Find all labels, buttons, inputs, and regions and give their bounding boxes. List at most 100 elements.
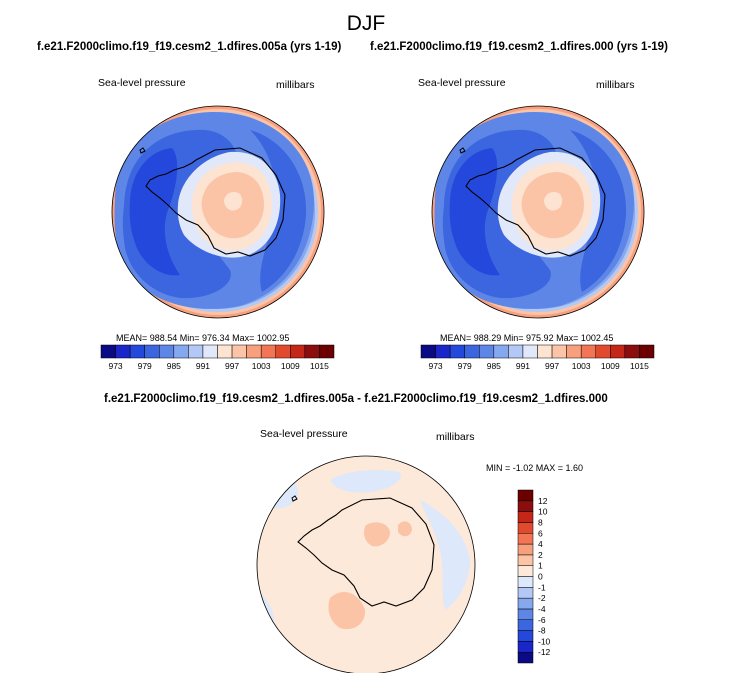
colorbar-box [517,533,534,545]
colorbar-box [517,500,534,512]
panel-1-map-boundary [111,105,325,319]
band-inner [224,192,243,211]
colorbar-box [517,511,534,523]
colorbar-tick-label: 991 [516,361,530,371]
colorbar-tick-label: 973 [108,361,122,371]
panel-2-colorbar: 973 979 985 991 997 1003 1009 1015 [420,344,655,371]
colorbar-box [517,522,534,534]
colorbar-box [202,344,218,359]
colorbar-box [517,641,534,653]
colorbar-box [115,344,131,359]
colorbar-box [517,630,534,642]
colorbar-tick-label: 0 [538,572,543,582]
colorbar-box [173,344,189,359]
panel-3-south-america-tip [291,495,298,502]
colorbar-tick-label: 10 [538,507,548,517]
colorbar-box [217,344,233,359]
panel-1-title: f.e21.F2000climo.f19_f19.cesm2_1.dfires.… [37,41,342,53]
positive-region-plateau [364,522,390,547]
colorbar-box [580,344,596,359]
panel-3-map-boundary [256,455,476,673]
panel-2-title: f.e21.F2000climo.f19_f19.cesm2_1.dfires.… [370,41,668,53]
colorbar-box [517,608,534,620]
colorbar-box [260,344,276,359]
band-982 [449,148,500,276]
panel-3-field-label: Sea-level pressure [260,428,348,440]
panel-1-south-america-tip [139,147,146,154]
colorbar-tick-label: 1015 [630,361,649,371]
colorbar-tick-label: 1009 [601,361,620,371]
panel-1-colorbar: 973 979 985 991 997 1003 1009 1015 [100,344,335,371]
band-982 [129,148,180,276]
colorbar-box [537,344,553,359]
colorbar-tick-label: -6 [538,615,546,625]
colorbar-tick-label: -1 [538,582,546,592]
colorbar-tick-label: 1015 [310,361,329,371]
colorbar-box [435,344,451,359]
colorbar-box [595,344,611,359]
colorbar-tick-label: 1003 [572,361,591,371]
colorbar-box [517,597,534,610]
colorbar-box [517,554,534,566]
colorbar-tick-label: 973 [428,361,442,371]
colorbar-tick-label: -12 [538,647,551,657]
panel-3-antarctica-coastline [297,497,435,607]
colorbar-box [517,619,534,631]
panel-1-units-label: millibars [276,79,315,91]
colorbar-tick-label: 979 [138,361,152,371]
colorbar-box [246,344,262,359]
colorbar-box [479,344,495,359]
panel-1-antarctica-coastline [145,147,286,257]
colorbar-tick-label: -10 [538,636,551,646]
colorbar-box [517,565,534,577]
panel-2-contours [432,106,644,318]
colorbar-box [129,344,145,359]
colorbar-box [275,344,291,359]
colorbar-box [100,344,116,359]
colorbar-box [551,344,567,359]
panel-2-antarctica-coastline [465,147,606,257]
panel-2-map [431,105,645,319]
panel-3-contours [257,456,475,673]
colorbar-box [508,344,524,359]
colorbar-tick-label: 985 [167,361,181,371]
panel-2-south-america-tip [459,147,466,154]
colorbar-tick-label: 985 [487,361,501,371]
colorbar-box [319,344,335,359]
colorbar-box [517,587,534,599]
colorbar-box [464,344,480,359]
positive-region-plateau-east [398,521,412,537]
panel-1-contours [112,106,324,318]
colorbar-box [290,344,306,359]
panel-1-stats: MEAN= 988.54 Min= 976.34 Max= 1002.95 [116,333,290,343]
colorbar-box [517,651,534,664]
panel-2-units-label: millibars [596,79,635,91]
panel-3-stats: MIN = -1.02 MAX = 1.60 [486,463,584,473]
colorbar-tick-label: 6 [538,528,543,538]
colorbar-tick-label: -8 [538,626,546,636]
panel-3-units-label: millibars [436,431,475,443]
panel-3-map [256,455,476,673]
colorbar-box [610,344,626,359]
colorbar-box [420,344,436,359]
colorbar-box [304,344,320,359]
panel-1-field-label: Sea-level pressure [98,77,186,89]
colorbar-box [517,543,534,556]
colorbar-box [188,344,204,359]
colorbar-tick-label: -2 [538,593,546,603]
colorbar-tick-label: 979 [458,361,472,371]
colorbar-tick-label: 8 [538,517,543,527]
negative-region-north [330,470,401,493]
colorbar-tick-label: 1003 [252,361,271,371]
colorbar-box [522,344,538,359]
colorbar-box [231,344,247,359]
colorbar-tick-label: 991 [196,361,210,371]
colorbar-tick-label: 2 [538,550,543,560]
colorbar-tick-label: 12 [538,496,548,506]
panel-2-map-boundary [431,105,645,319]
colorbar-tick-label: 4 [538,539,543,549]
colorbar-box [144,344,160,359]
colorbar-tick-label: 1 [538,561,543,571]
